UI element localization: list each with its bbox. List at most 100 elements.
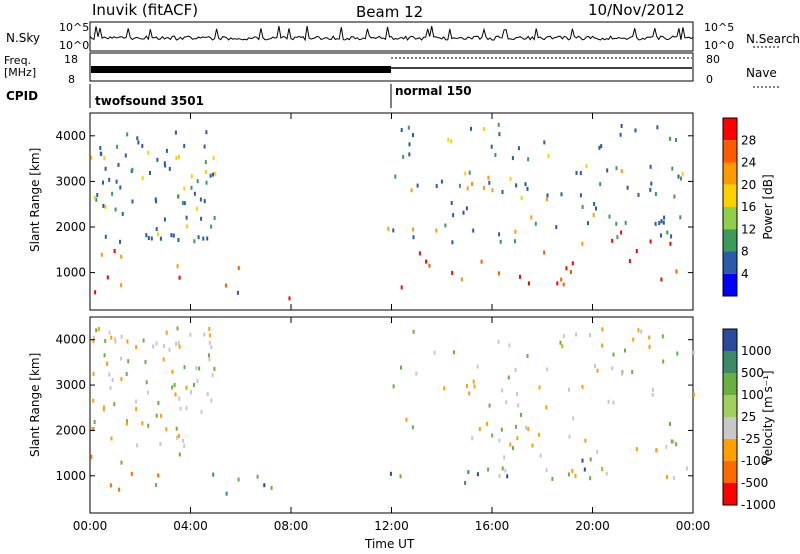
x-axis-label: Time UT bbox=[365, 537, 415, 551]
data-cell bbox=[136, 136, 139, 141]
data-cell bbox=[620, 169, 623, 174]
data-cell bbox=[120, 377, 123, 382]
x-tick-label: 08:00 bbox=[274, 519, 309, 533]
freq-band bbox=[91, 66, 391, 73]
data-cell bbox=[616, 235, 619, 240]
data-cell bbox=[677, 174, 680, 179]
data-cell bbox=[608, 214, 611, 219]
data-cell bbox=[568, 387, 570, 392]
data-cell bbox=[104, 204, 107, 209]
data-cell bbox=[514, 229, 517, 234]
data-cell bbox=[108, 372, 111, 377]
data-cell bbox=[435, 184, 438, 188]
data-cell bbox=[649, 187, 652, 192]
data-cell bbox=[587, 221, 589, 226]
data-cell bbox=[208, 340, 211, 345]
data-cell bbox=[263, 483, 266, 488]
data-cell bbox=[498, 473, 501, 478]
data-cell bbox=[156, 232, 159, 237]
nsearch-tick-top: 10^5 bbox=[704, 21, 735, 34]
colorbar-tick-label: -500 bbox=[741, 476, 768, 490]
data-cell bbox=[491, 433, 494, 438]
colorbar-segment bbox=[723, 118, 737, 141]
data-cell bbox=[675, 138, 677, 142]
data-cell bbox=[126, 419, 128, 424]
data-cell bbox=[224, 283, 227, 288]
data-cell bbox=[185, 406, 188, 411]
data-cell bbox=[490, 144, 493, 149]
data-cell bbox=[651, 392, 654, 397]
data-cell bbox=[508, 343, 511, 348]
data-cell bbox=[527, 426, 530, 431]
data-cell bbox=[392, 384, 395, 389]
data-cell bbox=[92, 339, 95, 344]
data-cell bbox=[130, 471, 133, 476]
data-cell bbox=[473, 384, 476, 389]
data-cell bbox=[116, 144, 119, 149]
data-cell bbox=[160, 413, 163, 418]
data-cell bbox=[685, 466, 688, 471]
data-cell bbox=[565, 266, 568, 271]
data-cell bbox=[660, 277, 663, 282]
data-cell bbox=[545, 468, 548, 473]
data-cell bbox=[594, 364, 596, 368]
data-cell bbox=[666, 230, 669, 235]
data-cell bbox=[589, 476, 592, 481]
data-cell bbox=[95, 197, 98, 202]
freq-panel-frame bbox=[89, 52, 694, 82]
data-cell bbox=[412, 329, 415, 334]
data-cell bbox=[210, 345, 213, 350]
data-cell bbox=[497, 339, 500, 344]
data-cell bbox=[170, 233, 173, 238]
data-cell bbox=[584, 438, 587, 443]
data-cell bbox=[147, 423, 150, 428]
data-cell bbox=[596, 368, 599, 373]
data-cell bbox=[506, 474, 509, 479]
data-cell bbox=[394, 174, 397, 179]
power-colorbar-label: Power [dB] bbox=[761, 174, 775, 240]
data-cell bbox=[96, 193, 99, 197]
colorbar-frame bbox=[722, 117, 738, 297]
colorbar-segment bbox=[723, 273, 737, 296]
data-cell bbox=[93, 195, 96, 200]
data-cell bbox=[658, 221, 661, 226]
colorbar-segment bbox=[723, 395, 737, 417]
data-cell bbox=[531, 443, 534, 448]
y-tick-label: 2000 bbox=[55, 220, 86, 234]
nsky-tick-bottom: 10^0 bbox=[59, 39, 90, 52]
data-cell bbox=[669, 421, 671, 426]
nsky-label: N.Sky bbox=[6, 31, 41, 45]
data-cell bbox=[90, 454, 93, 459]
data-cell bbox=[466, 186, 469, 191]
data-cell bbox=[176, 326, 179, 331]
data-cell bbox=[159, 441, 162, 446]
power-panel-frame bbox=[89, 112, 694, 311]
y-tick-label: 4000 bbox=[55, 333, 86, 347]
data-cell bbox=[90, 155, 93, 160]
data-cell bbox=[120, 356, 123, 361]
data-cell bbox=[141, 421, 144, 426]
data-cell bbox=[605, 471, 608, 476]
data-cell bbox=[675, 269, 678, 274]
data-cell bbox=[147, 236, 150, 240]
data-cell bbox=[471, 436, 474, 441]
data-cell bbox=[418, 251, 421, 256]
data-cell bbox=[615, 166, 618, 171]
colorbar-segment bbox=[723, 184, 737, 207]
data-cell bbox=[141, 143, 144, 148]
colorbar-tick-label: 20 bbox=[741, 178, 756, 192]
data-cell bbox=[93, 335, 95, 340]
data-cell bbox=[526, 186, 529, 191]
data-cell bbox=[670, 439, 673, 444]
data-cell bbox=[611, 238, 614, 243]
data-cell bbox=[498, 271, 500, 276]
data-cell bbox=[487, 467, 490, 472]
data-cell bbox=[514, 424, 517, 429]
y-tick-label: 1000 bbox=[55, 266, 86, 280]
data-cell bbox=[103, 156, 106, 161]
data-cell bbox=[562, 334, 565, 339]
data-cell bbox=[458, 183, 461, 188]
data-cell bbox=[547, 154, 550, 158]
data-cell bbox=[671, 166, 674, 171]
data-cell bbox=[574, 473, 577, 478]
